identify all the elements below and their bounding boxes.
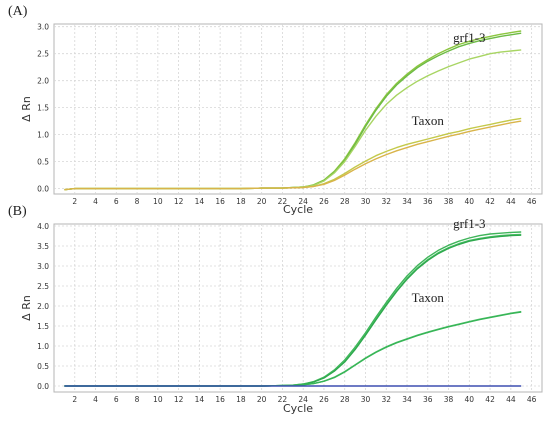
y-tick-label: 1.0 bbox=[37, 342, 49, 351]
y-tick-label: 0.5 bbox=[37, 362, 49, 371]
x-tick-label: 16 bbox=[215, 395, 225, 404]
x-tick-label: 42 bbox=[485, 197, 495, 206]
x-tick-label: 22 bbox=[278, 395, 288, 404]
x-tick-label: 8 bbox=[135, 395, 140, 404]
x-tick-label: 10 bbox=[153, 395, 163, 404]
y-tick-label: 1.0 bbox=[37, 131, 49, 140]
annotation-label: Taxon bbox=[412, 290, 445, 305]
annotation-label: grf1-3 bbox=[453, 30, 486, 45]
x-tick-label: 6 bbox=[114, 197, 119, 206]
x-tick-label: 2 bbox=[72, 395, 77, 404]
x-tick-label: 16 bbox=[215, 197, 225, 206]
y-tick-label: 3.0 bbox=[37, 23, 49, 32]
x-tick-label: 36 bbox=[423, 197, 433, 206]
x-tick-label: 28 bbox=[340, 395, 350, 404]
x-tick-label: 20 bbox=[257, 197, 267, 206]
series-line-a-5 bbox=[64, 120, 522, 191]
panel-label-b: (B) bbox=[8, 204, 27, 219]
x-tick-label: 46 bbox=[527, 395, 537, 404]
annotation-label: Taxon bbox=[412, 113, 445, 128]
x-tick-label: 40 bbox=[465, 395, 475, 404]
x-tick-label: 4 bbox=[93, 395, 98, 404]
annotation-label: grf1-3 bbox=[453, 216, 486, 231]
x-tick-label: 30 bbox=[361, 197, 371, 206]
x-tick-label: 18 bbox=[236, 395, 246, 404]
x-tick-label: 36 bbox=[423, 395, 433, 404]
x-tick-label: 40 bbox=[465, 197, 475, 206]
x-tick-label: 28 bbox=[340, 197, 350, 206]
y-tick-label: 1.5 bbox=[37, 322, 49, 331]
x-tick-label: 12 bbox=[174, 197, 184, 206]
x-tick-label: 10 bbox=[153, 197, 163, 206]
chart-panel-b: 2 4 6 8 10 12 14 16 18 20 22 24 26 28 30 32 34 36 38 40 42 44… bbox=[20, 216, 543, 415]
x-tick-label: 34 bbox=[402, 197, 412, 206]
x-axis-title: Cycle bbox=[283, 402, 313, 415]
y-tick-label: 0.5 bbox=[37, 158, 49, 167]
x-tick-label: 46 bbox=[527, 197, 537, 206]
y-tick-label: 2.5 bbox=[37, 282, 49, 291]
x-tick-label: 44 bbox=[506, 395, 516, 404]
x-tick-label: 32 bbox=[381, 395, 391, 404]
y-tick-label: 2.0 bbox=[37, 77, 49, 86]
x-tick-label: 4 bbox=[93, 197, 98, 206]
x-tick-label: 34 bbox=[402, 395, 412, 404]
plot-area bbox=[53, 223, 543, 393]
chart-panel-a: 2 4 6 8 10 12 14 16 18 20 22 24 26 28 30 32 34 36 38 40 42 44… bbox=[20, 23, 543, 216]
x-tick-label: 26 bbox=[319, 395, 329, 404]
y-tick-label: 0.0 bbox=[37, 185, 49, 194]
x-tick-label: 24 bbox=[298, 395, 308, 404]
y-tick-label: 3.5 bbox=[37, 242, 49, 251]
y-tick-label: 2.5 bbox=[37, 50, 49, 59]
y-tick-label: 2.0 bbox=[37, 302, 49, 311]
x-tick-label: 26 bbox=[319, 197, 329, 206]
x-tick-label: 22 bbox=[278, 197, 288, 206]
x-tick-label: 14 bbox=[195, 395, 205, 404]
panel-label-a: (A) bbox=[8, 4, 28, 19]
x-tick-label: 32 bbox=[381, 197, 391, 206]
x-tick-label: 14 bbox=[195, 197, 205, 206]
y-tick-label: 3.0 bbox=[37, 262, 49, 271]
x-tick-label: 20 bbox=[257, 395, 267, 404]
x-tick-label: 2 bbox=[72, 197, 77, 206]
y-tick-label: 1.5 bbox=[37, 104, 49, 113]
x-tick-label: 8 bbox=[135, 197, 140, 206]
plot-area bbox=[53, 23, 543, 195]
x-tick-label: 30 bbox=[361, 395, 371, 404]
x-tick-label: 38 bbox=[444, 395, 454, 404]
x-tick-label: 12 bbox=[174, 395, 184, 404]
x-tick-label: 42 bbox=[485, 395, 495, 404]
x-tick-label: 6 bbox=[114, 395, 119, 404]
y-tick-label: 0.0 bbox=[37, 382, 49, 391]
x-tick-label: 44 bbox=[506, 197, 516, 206]
x-tick-label: 24 bbox=[298, 197, 308, 206]
x-tick-label: 38 bbox=[444, 197, 454, 206]
y-axis-title: Δ Rn bbox=[20, 295, 33, 321]
y-axis-title: Δ Rn bbox=[20, 96, 33, 122]
y-tick-label: 4.0 bbox=[37, 222, 49, 231]
x-tick-label: 18 bbox=[236, 197, 246, 206]
x-axis-title: Cycle bbox=[283, 203, 313, 216]
